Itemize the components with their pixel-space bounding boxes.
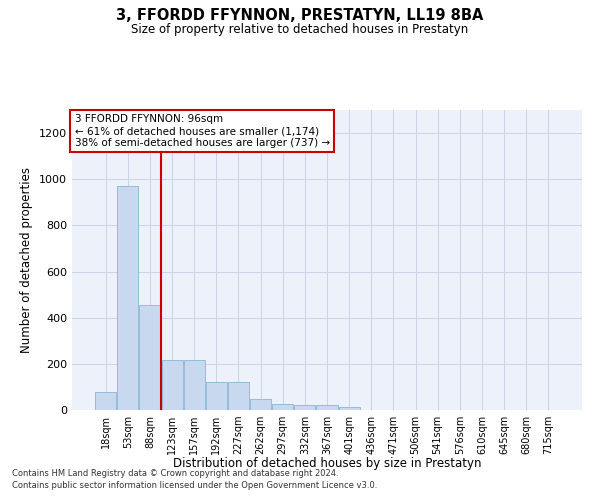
Y-axis label: Number of detached properties: Number of detached properties bbox=[20, 167, 34, 353]
Bar bbox=[316, 406, 338, 410]
Bar bbox=[118, 186, 139, 410]
Bar bbox=[295, 405, 316, 410]
Bar bbox=[272, 404, 293, 410]
Bar bbox=[338, 407, 359, 410]
Text: 3, FFORDD FFYNNON, PRESTATYN, LL19 8BA: 3, FFORDD FFYNNON, PRESTATYN, LL19 8BA bbox=[116, 8, 484, 22]
Bar bbox=[161, 360, 182, 410]
Text: Contains public sector information licensed under the Open Government Licence v3: Contains public sector information licen… bbox=[12, 481, 377, 490]
Bar bbox=[206, 382, 227, 410]
Bar bbox=[250, 399, 271, 410]
Bar bbox=[139, 305, 160, 410]
Text: Size of property relative to detached houses in Prestatyn: Size of property relative to detached ho… bbox=[131, 22, 469, 36]
Text: Distribution of detached houses by size in Prestatyn: Distribution of detached houses by size … bbox=[173, 458, 481, 470]
Text: Contains HM Land Registry data © Crown copyright and database right 2024.: Contains HM Land Registry data © Crown c… bbox=[12, 468, 338, 477]
Text: 3 FFORDD FFYNNON: 96sqm
← 61% of detached houses are smaller (1,174)
38% of semi: 3 FFORDD FFYNNON: 96sqm ← 61% of detache… bbox=[74, 114, 329, 148]
Bar bbox=[95, 392, 116, 410]
Bar bbox=[228, 382, 249, 410]
Bar bbox=[184, 360, 205, 410]
